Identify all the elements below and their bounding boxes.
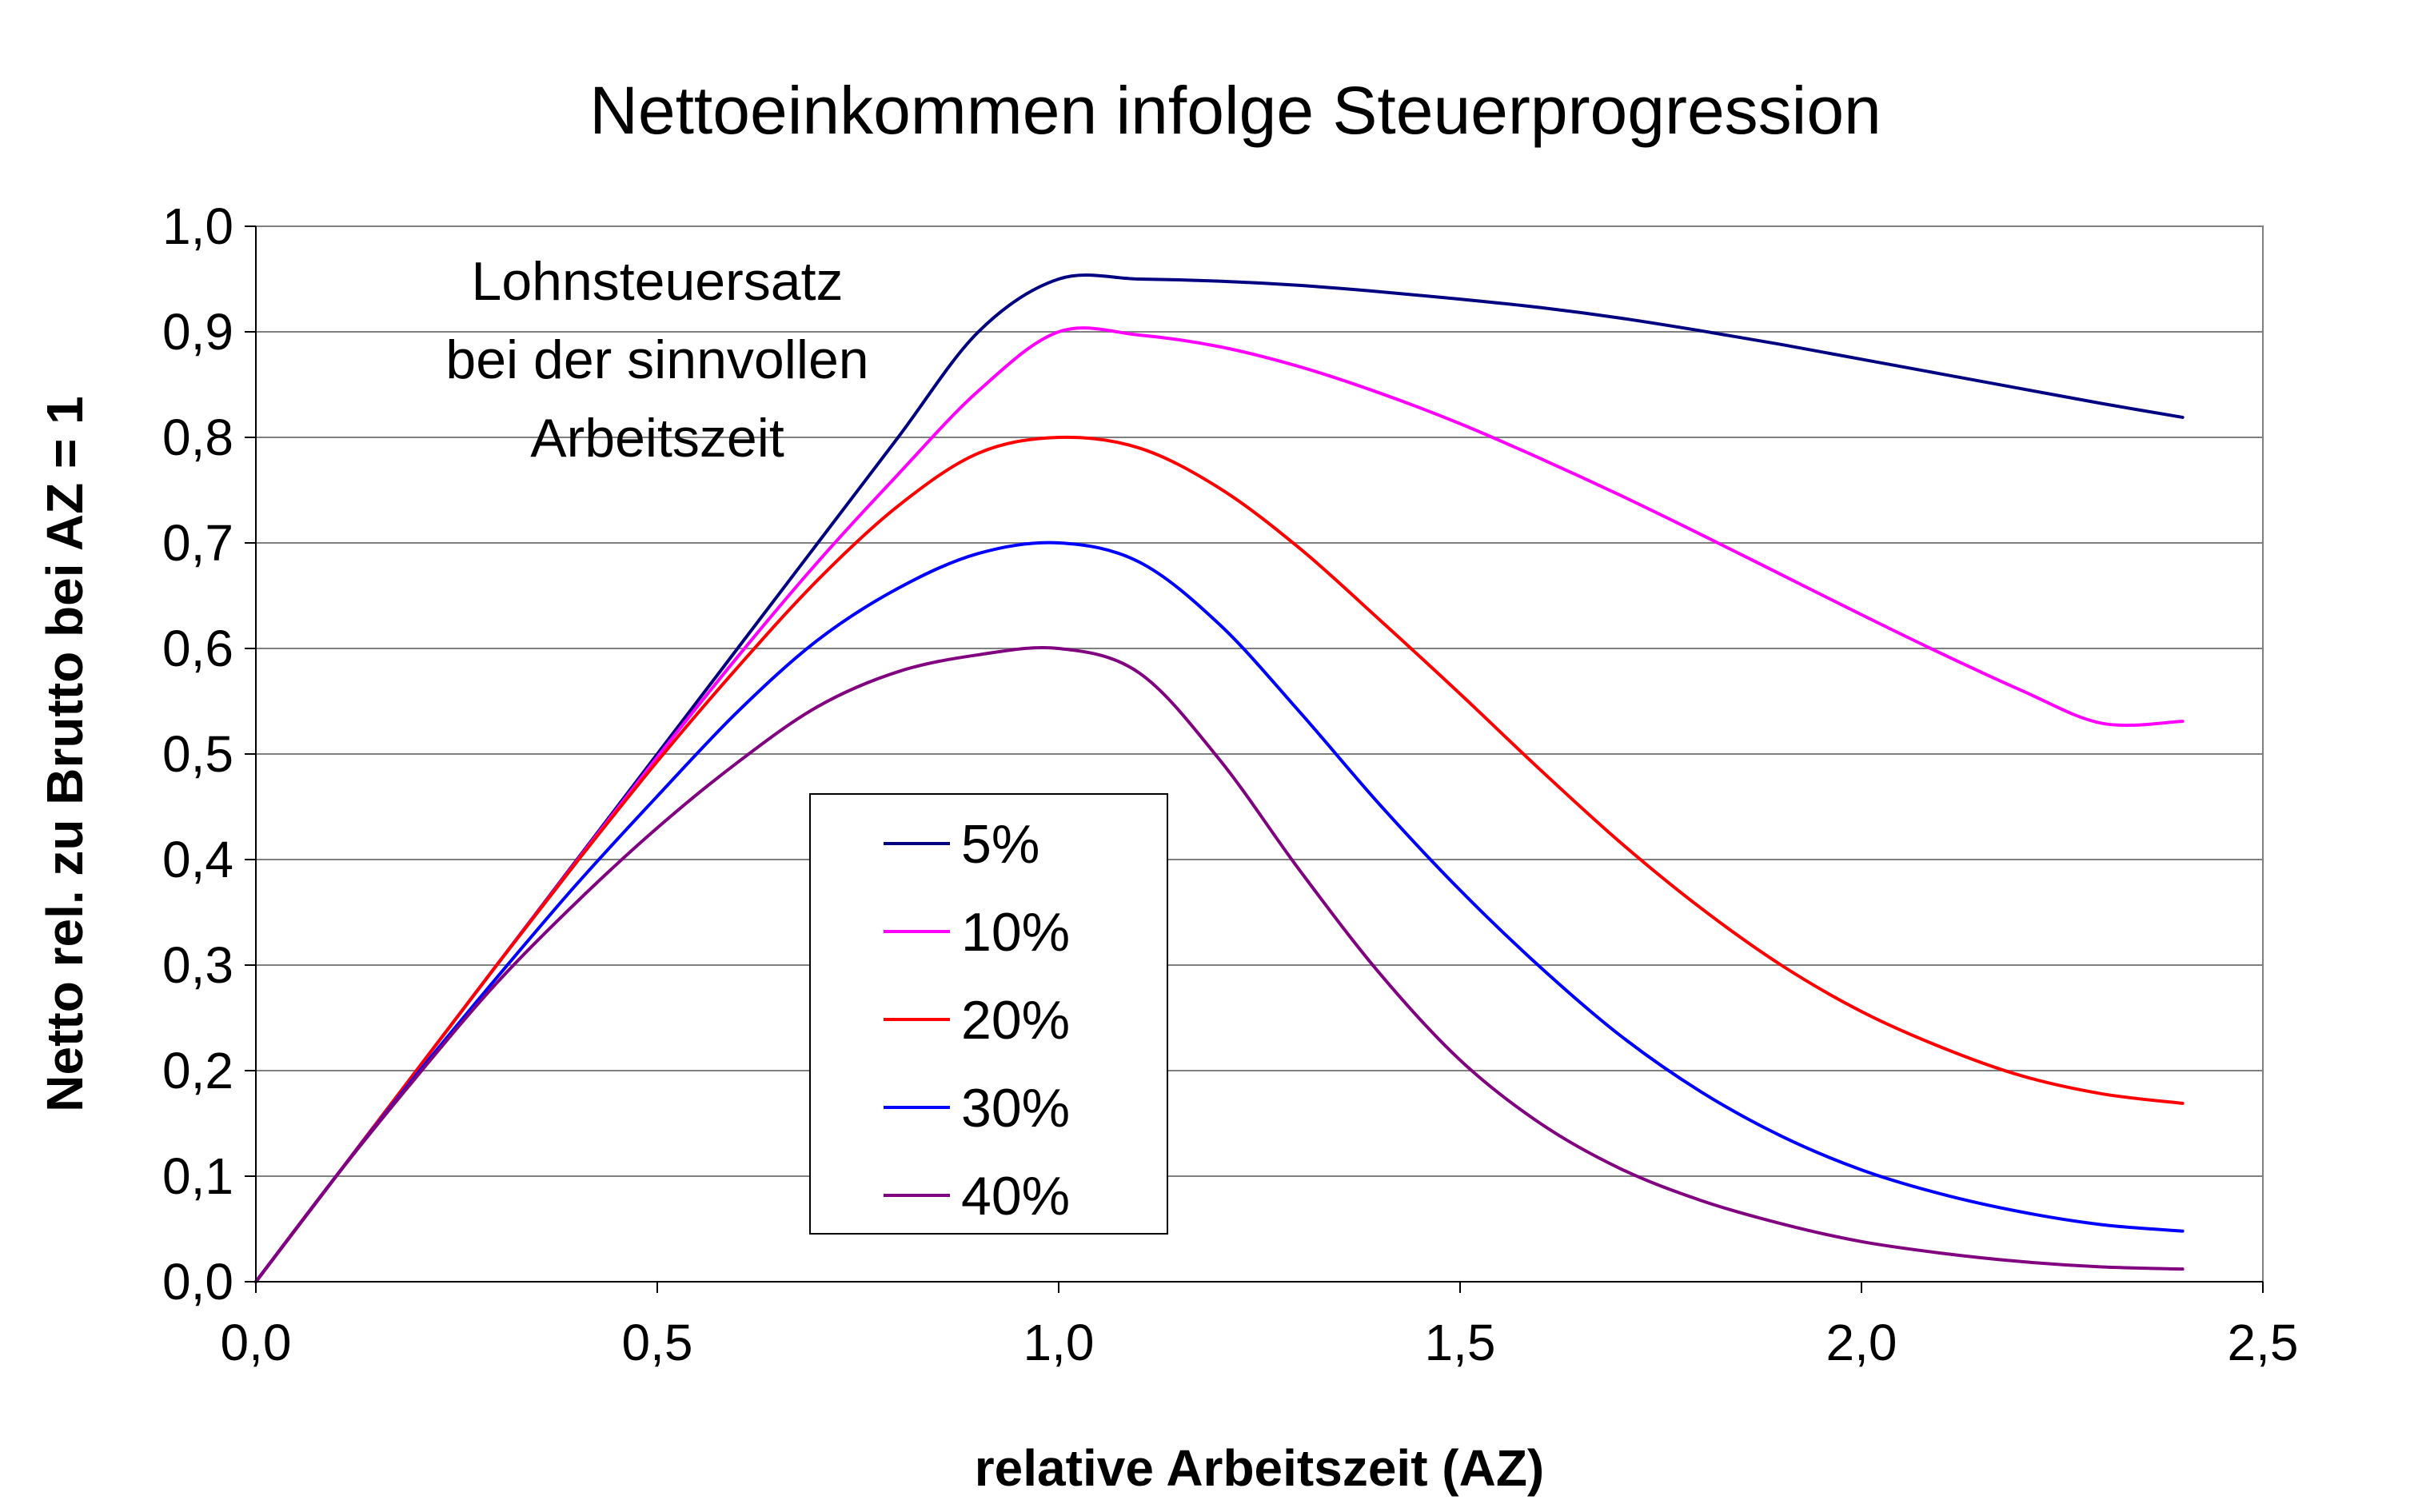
y-tick-label: 0,8: [162, 409, 233, 466]
series-line-4: [254, 645, 2185, 1283]
x-axis-label: relative Arbeitszeit (AZ): [975, 1439, 1544, 1497]
chart-title: Nettoeinkommen infolge Steuerprogression: [589, 73, 1881, 148]
series-line-3: [254, 541, 2185, 1283]
x-axis-ticks: 0,0 0,5 1,0 1,5 2,0 2,5: [221, 1282, 2299, 1371]
series-line-1: [254, 326, 2185, 1283]
y-tick-label: 0,3: [162, 936, 233, 994]
y-tick-label: 0,7: [162, 514, 233, 572]
legend-label: 5%: [961, 814, 1039, 875]
annotation-line-1: Lohnsteuersatz: [472, 251, 844, 312]
legend-label: 20%: [961, 990, 1070, 1051]
y-tick-label: 0,6: [162, 620, 233, 677]
series-lines: [254, 273, 2185, 1283]
legend: 5% 10% 20% 30% 40%: [809, 793, 1168, 1235]
y-tick-label: 0,0: [162, 1253, 233, 1311]
y-tick-label: 0,4: [162, 831, 233, 888]
legend-label: 40%: [961, 1166, 1070, 1227]
y-tick-label: 0,9: [162, 303, 233, 361]
x-tick-label: 0,5: [622, 1314, 693, 1371]
y-axis-ticks: 0,0 0,1 0,2 0,3 0,4 0,5 0,6 0,7 0,8 0,9 1,0: [162, 197, 256, 1311]
legend-box: [809, 793, 1168, 1235]
y-tick-label: 1,0: [162, 197, 233, 255]
legend-label: 30%: [961, 1078, 1070, 1139]
annotation-line-2: bei der sinnvollen: [445, 329, 868, 390]
x-tick-label: 2,5: [2228, 1314, 2299, 1371]
x-tick-label: 0,0: [221, 1314, 292, 1371]
y-tick-label: 0,2: [162, 1042, 233, 1099]
x-tick-label: 2,0: [1826, 1314, 1897, 1371]
y-tick-label: 0,1: [162, 1147, 233, 1205]
y-axis-label: Netto rel. zu Brutto bei AZ = 1: [36, 396, 94, 1111]
x-tick-label: 1,5: [1425, 1314, 1496, 1371]
series-line-2: [254, 435, 2185, 1283]
legend-label: 10%: [961, 902, 1070, 963]
y-tick-label: 0,5: [162, 725, 233, 783]
annotation-line-3: Arbeitszeit: [530, 408, 784, 469]
x-tick-label: 1,0: [1023, 1314, 1095, 1371]
annotation: Lohnsteuersatz bei der sinnvollen Arbeit…: [445, 251, 868, 469]
